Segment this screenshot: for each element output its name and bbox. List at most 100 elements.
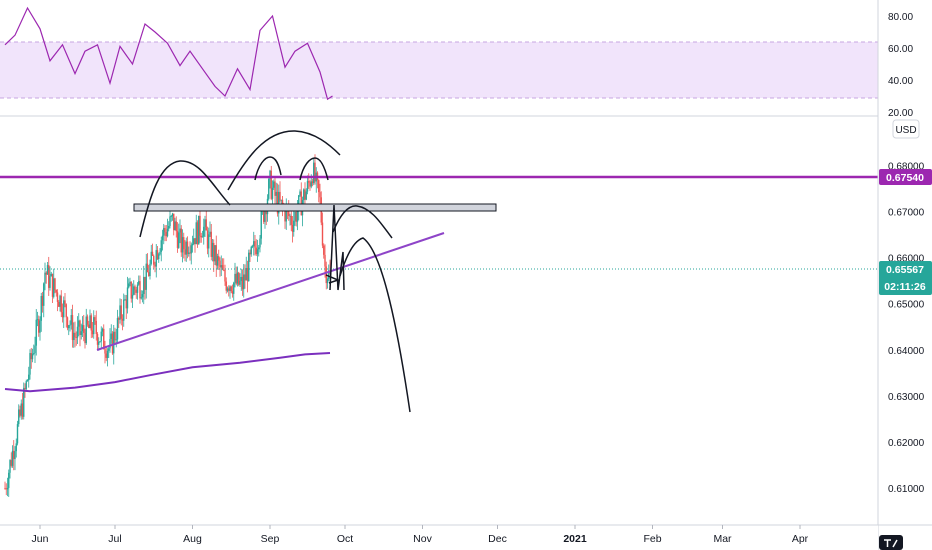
candle [169, 208, 171, 229]
candle [29, 349, 31, 380]
candle [28, 366, 30, 388]
candle [130, 281, 132, 303]
candle [36, 311, 39, 327]
candle [165, 224, 167, 242]
candle [294, 209, 296, 226]
candle [315, 167, 317, 193]
trendline-drawing[interactable] [96, 232, 445, 351]
candle [155, 244, 157, 278]
candle [308, 173, 310, 189]
candle [211, 239, 214, 262]
candle [299, 189, 301, 197]
candle [221, 258, 224, 271]
candle [239, 273, 241, 287]
candle [161, 229, 164, 251]
time-tick-label: Aug [183, 533, 202, 545]
currency-button[interactable]: USD [892, 119, 920, 139]
horizontal-line-price-label: 0.67540 [879, 169, 932, 185]
rsi-pane[interactable] [0, 6, 878, 101]
candle [303, 188, 305, 204]
candle [229, 285, 231, 299]
candle [240, 268, 242, 291]
candle [159, 248, 161, 256]
candle [108, 345, 110, 359]
head-arc [227, 130, 341, 191]
candle [128, 278, 130, 289]
candle [205, 211, 207, 231]
candle [150, 244, 152, 266]
candle [54, 277, 56, 294]
candle [274, 176, 276, 206]
candle [19, 405, 21, 418]
time-tick-label: Oct [337, 533, 353, 545]
time-tick-label: Sep [261, 533, 280, 545]
candle [305, 188, 307, 201]
candle [134, 284, 136, 296]
candle [136, 282, 139, 300]
candle [270, 165, 272, 201]
candle [156, 246, 159, 261]
candle [238, 271, 240, 287]
candle [326, 277, 329, 289]
candle [51, 273, 54, 304]
candle [253, 231, 255, 256]
tradingview-logo[interactable] [879, 535, 903, 550]
price-tick-label: 0.68000 [888, 161, 925, 172]
candle [59, 294, 61, 312]
candle [255, 239, 257, 257]
price-pane[interactable] [0, 130, 878, 497]
candle [61, 303, 64, 323]
candle [164, 225, 166, 242]
candle [55, 289, 57, 297]
candle [244, 264, 246, 289]
time-axis-background[interactable] [0, 525, 878, 550]
candle [141, 290, 144, 303]
candle [96, 332, 99, 351]
candle [218, 249, 220, 271]
time-tick-label: Jun [32, 533, 49, 545]
candle [118, 316, 120, 328]
candle [89, 309, 91, 329]
candle [210, 223, 212, 261]
candle [171, 212, 174, 221]
candle [48, 256, 50, 296]
candle [5, 483, 7, 496]
candle [323, 243, 325, 259]
candle [66, 316, 69, 331]
candle [110, 324, 112, 344]
candle [129, 277, 131, 287]
candle [285, 198, 287, 230]
candle [125, 294, 127, 319]
candle [74, 321, 76, 348]
candle [304, 182, 306, 206]
candle [213, 239, 215, 272]
candle [39, 316, 41, 341]
candle [316, 171, 319, 189]
candle [104, 340, 106, 364]
candle [53, 268, 55, 299]
candle [64, 292, 66, 308]
candle [231, 284, 234, 298]
candle [119, 298, 121, 324]
candle [33, 344, 35, 356]
candle [183, 232, 185, 259]
freehand-drawings[interactable] [139, 130, 411, 413]
candle [124, 294, 126, 301]
candle [191, 235, 194, 253]
candle [179, 219, 181, 244]
rsi-tick-label: 80.00 [888, 12, 913, 23]
candle [85, 308, 87, 345]
candle [75, 331, 77, 346]
candle [318, 179, 320, 203]
candle [13, 440, 15, 471]
candle [226, 286, 229, 293]
candle [140, 290, 142, 300]
candle [246, 260, 249, 293]
candle [133, 280, 135, 296]
candle [70, 308, 72, 330]
resistance-zone-rectangle[interactable] [133, 203, 497, 212]
candle [15, 438, 17, 458]
candle [309, 179, 311, 191]
price-tick-label: 0.61000 [888, 484, 925, 495]
